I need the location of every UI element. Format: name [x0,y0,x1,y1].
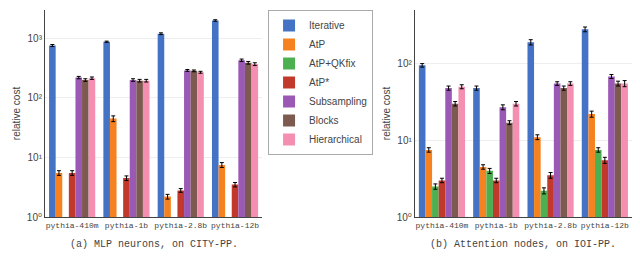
svg-text:10¹: 10¹ [28,152,43,163]
svg-text:pythia-410m: pythia-410m [46,221,99,230]
svg-text:Iterative: Iterative [309,20,345,31]
svg-text:pythia-12b: pythia-12b [211,221,259,230]
svg-text:10⁰: 10⁰ [27,212,42,223]
svg-text:pythia-410m: pythia-410m [416,221,469,230]
svg-text:10⁰: 10⁰ [397,212,412,223]
svg-text:10³: 10³ [28,33,43,44]
svg-text:Blocks: Blocks [309,115,338,126]
svg-text:pythia-1b: pythia-1b [105,221,148,230]
svg-text:pythia-1b: pythia-1b [475,221,518,230]
svg-text:pythia-2.8b: pythia-2.8b [154,221,207,230]
svg-text:relative cost: relative cost [11,87,22,141]
svg-text:10²: 10² [397,58,412,69]
svg-text:10²: 10² [28,92,43,103]
svg-text:AtP+QKfix: AtP+QKfix [309,58,355,69]
svg-text:relative cost: relative cost [381,87,392,141]
svg-text:10¹: 10¹ [397,135,412,146]
svg-text:Hierarchical: Hierarchical [309,134,362,145]
svg-text:pythia-2.8b: pythia-2.8b [524,221,577,230]
svg-text:(b) Attention nodes, on IOI-PP: (b) Attention nodes, on IOI-PP. [430,239,616,250]
svg-text:(a) MLP neurons, on CITY-PP.: (a) MLP neurons, on CITY-PP. [70,239,238,250]
svg-text:AtP*: AtP* [309,77,329,88]
svg-text:AtP: AtP [309,39,325,50]
svg-text:pythia-12b: pythia-12b [581,221,629,230]
svg-text:Subsampling: Subsampling [309,96,367,107]
